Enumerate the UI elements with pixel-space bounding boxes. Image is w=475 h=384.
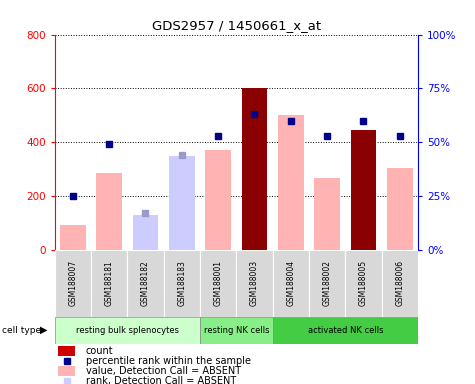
Title: GDS2957 / 1450661_x_at: GDS2957 / 1450661_x_at (152, 19, 321, 32)
Bar (200, 250, 237, 317)
Bar (55, 317, 200, 344)
Bar (237, 250, 273, 317)
Text: GSM188002: GSM188002 (323, 260, 332, 306)
Bar (91, 250, 127, 317)
Text: GSM188003: GSM188003 (250, 260, 259, 306)
Bar (242, 88, 267, 250)
Text: percentile rank within the sample: percentile rank within the sample (86, 356, 250, 366)
Bar (200, 317, 273, 344)
Bar (133, 242, 158, 250)
Bar (127, 250, 163, 317)
Text: GSM188183: GSM188183 (177, 260, 186, 306)
Bar (273, 250, 309, 317)
Bar (309, 250, 345, 317)
Text: resting bulk splenocytes: resting bulk splenocytes (76, 326, 179, 335)
Bar (169, 156, 195, 250)
Bar (60, 225, 86, 250)
Text: value, Detection Call = ABSENT: value, Detection Call = ABSENT (86, 366, 241, 376)
Text: ▶: ▶ (40, 325, 48, 335)
Bar (381, 250, 418, 317)
Bar (351, 130, 376, 250)
Text: resting NK cells: resting NK cells (204, 326, 269, 335)
Bar (345, 250, 381, 317)
Bar (133, 215, 158, 250)
Bar (55, 250, 91, 317)
Text: activated NK cells: activated NK cells (308, 326, 383, 335)
Text: GSM188181: GSM188181 (104, 260, 114, 306)
Text: count: count (86, 346, 113, 356)
Bar (387, 168, 413, 250)
Bar (273, 317, 418, 344)
Text: GSM188004: GSM188004 (286, 260, 295, 306)
Text: rank, Detection Call = ABSENT: rank, Detection Call = ABSENT (86, 376, 236, 384)
Bar (96, 173, 122, 250)
Text: cell type: cell type (2, 326, 41, 335)
Bar (205, 150, 231, 250)
Bar (163, 250, 200, 317)
Text: GSM188005: GSM188005 (359, 260, 368, 306)
Bar (58, 346, 75, 356)
Text: GSM188006: GSM188006 (395, 260, 404, 306)
Bar (314, 179, 340, 250)
Bar (169, 190, 195, 250)
Bar (278, 115, 304, 250)
Text: GSM188007: GSM188007 (68, 260, 77, 306)
Text: GSM188182: GSM188182 (141, 260, 150, 306)
Bar (58, 366, 75, 376)
Text: GSM188001: GSM188001 (214, 260, 223, 306)
